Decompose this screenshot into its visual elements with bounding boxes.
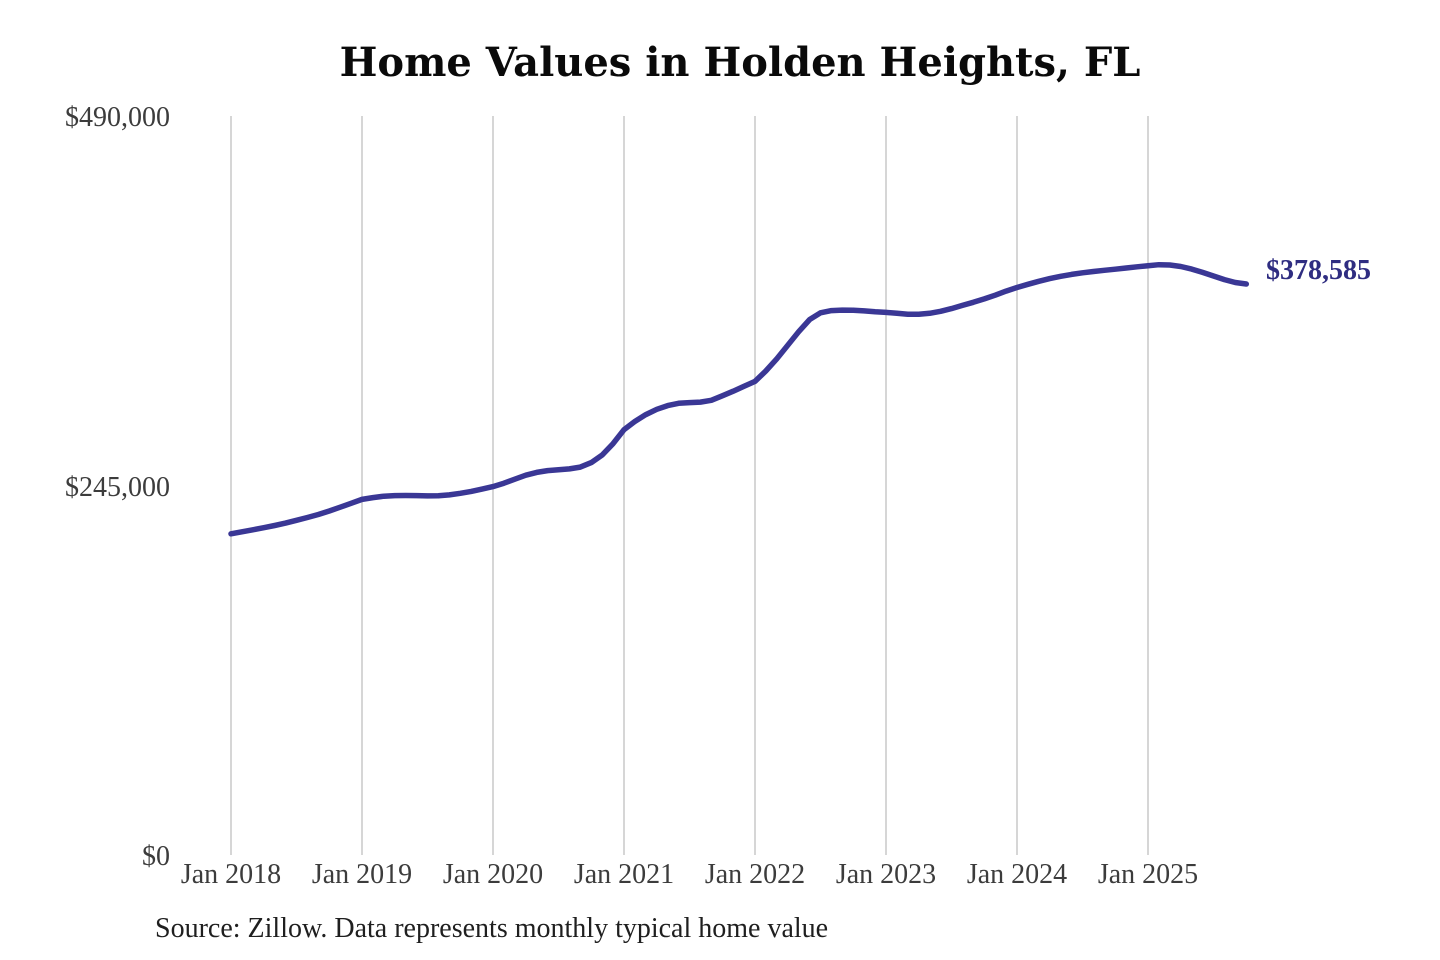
- x-axis-tick-label: Jan 2023: [835, 859, 937, 890]
- x-axis-tick-label: Jan 2022: [704, 859, 806, 890]
- x-axis-tick-label: Jan 2020: [442, 859, 544, 890]
- x-axis-tick-label: Jan 2024: [966, 859, 1068, 890]
- latest-value-label: $378,585: [1266, 255, 1371, 287]
- x-axis-tick-label: Jan 2025: [1097, 859, 1199, 890]
- x-axis-tick-label: Jan 2021: [573, 859, 675, 890]
- chart-title: Home Values in Holden Heights, FL: [339, 39, 1141, 86]
- source-note: Source: Zillow. Data represents monthly …: [155, 913, 829, 944]
- home-value-line: [228, 261, 1250, 537]
- y-axis-tick-label: $490,000: [65, 102, 170, 133]
- x-axis-tick-label: Jan 2019: [311, 859, 413, 890]
- y-axis-tick-label: $0: [142, 841, 170, 872]
- y-axis-tick-label: $245,000: [65, 471, 170, 503]
- x-axis-tick-label: Jan 2018: [180, 859, 282, 890]
